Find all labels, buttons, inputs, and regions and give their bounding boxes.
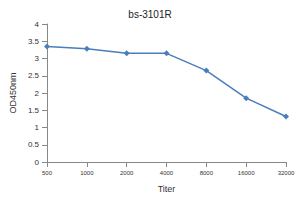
svg-text:2.5: 2.5 xyxy=(28,71,40,80)
svg-text:2: 2 xyxy=(35,89,40,98)
svg-text:2000: 2000 xyxy=(120,170,134,176)
svg-text:4: 4 xyxy=(35,20,40,29)
svg-text:0.5: 0.5 xyxy=(28,140,40,149)
svg-text:32000: 32000 xyxy=(278,170,295,176)
svg-text:4000: 4000 xyxy=(160,170,174,176)
svg-text:Titer: Titer xyxy=(158,184,176,194)
svg-text:3: 3 xyxy=(35,54,40,63)
svg-text:1000: 1000 xyxy=(80,170,94,176)
svg-text:OD450nm: OD450nm xyxy=(8,72,18,113)
svg-text:500: 500 xyxy=(42,170,53,176)
svg-text:16000: 16000 xyxy=(238,170,255,176)
svg-text:bs-3101R: bs-3101R xyxy=(128,9,171,20)
svg-text:8000: 8000 xyxy=(200,170,214,176)
svg-text:3.5: 3.5 xyxy=(28,37,40,46)
svg-text:0: 0 xyxy=(35,158,40,167)
svg-text:1.5: 1.5 xyxy=(28,106,40,115)
svg-text:1: 1 xyxy=(35,123,40,132)
